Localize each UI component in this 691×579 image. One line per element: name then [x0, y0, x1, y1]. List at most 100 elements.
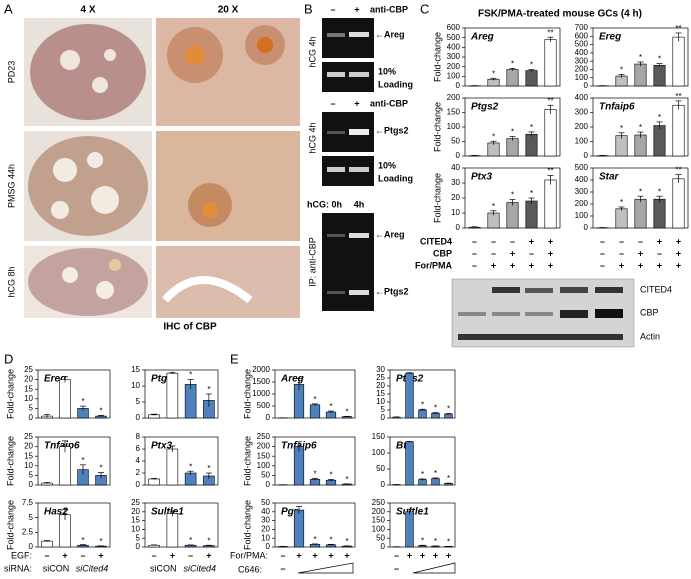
chart-title: Ereg — [599, 32, 621, 43]
y-tick-label: 0 — [136, 413, 141, 422]
y-tick-label: 0 — [584, 81, 589, 90]
condition-label: CITED4 — [420, 236, 452, 246]
significance-mark: * — [511, 191, 514, 200]
loading-label: Loading — [378, 79, 413, 89]
target-label: ←Ptgs2 — [375, 286, 409, 296]
bar — [418, 409, 427, 419]
y-tick-label: 500 — [575, 40, 589, 49]
y-tick-label: 15 — [131, 516, 140, 525]
y-tick-label: 150 — [447, 108, 461, 117]
bar — [525, 70, 538, 87]
loading-label: 10% — [378, 160, 396, 170]
significance-mark: * — [207, 385, 210, 394]
y-tick-label: 100 — [575, 211, 589, 220]
condition-sign: + — [529, 260, 534, 270]
y-tick-label: 0 — [456, 81, 461, 90]
bar — [615, 135, 628, 157]
y-tick-label: 50 — [376, 464, 385, 473]
chart-title: Btc — [396, 441, 413, 452]
y-tick-label: 4 — [136, 456, 141, 465]
significance-mark: ** — [547, 96, 553, 105]
significance-mark: * — [530, 61, 533, 70]
condition-sign: + — [638, 248, 643, 258]
chart-title: Ptgs2 — [471, 102, 499, 113]
gel — [322, 18, 374, 92]
significance-mark: * — [421, 470, 424, 479]
condition-sign: + — [510, 248, 515, 258]
bar — [506, 202, 519, 229]
condition-sign: + — [657, 236, 662, 246]
y-tick-label: 300 — [447, 52, 461, 61]
condition-sign: + — [638, 260, 643, 270]
significance-mark: * — [189, 462, 192, 471]
y-tick-label: 50 — [376, 533, 385, 542]
y-tick-label: 0 — [456, 151, 461, 160]
condition-label: For/PMA: — [230, 550, 268, 560]
condition-sign: + — [529, 236, 534, 246]
y-tick-label: 2000 — [252, 365, 270, 374]
y-tick-label: 5 — [136, 533, 141, 542]
bar — [293, 509, 305, 548]
significance-mark: * — [345, 537, 348, 546]
condition-label: EGF: — [11, 550, 32, 560]
condition-sign: + — [548, 248, 553, 258]
panel-label: B — [304, 1, 313, 16]
significance-mark: * — [207, 464, 210, 473]
y-tick-label: 20 — [261, 525, 270, 534]
chart-title: Pgr — [281, 507, 299, 518]
y-tick-label: 100 — [447, 122, 461, 131]
plot-frame — [37, 502, 111, 548]
y-axis-label: Fold-change — [242, 500, 252, 550]
y-tick-label: 400 — [447, 42, 461, 51]
y-tick-label: 1000 — [252, 389, 270, 398]
antibody-label: anti-CBP — [370, 98, 408, 108]
y-tick-label: 100 — [575, 73, 589, 82]
condition-sign: – — [619, 236, 624, 246]
condition-sign: – — [472, 248, 477, 258]
condition-sign: + — [62, 550, 67, 560]
panel-label: D — [4, 351, 13, 366]
significance-mark: * — [421, 536, 424, 545]
y-tick-label: 200 — [575, 199, 589, 208]
y-tick-label: 100 — [257, 461, 271, 470]
y-tick-label: 0 — [266, 413, 271, 422]
y-tick-label: 10 — [131, 525, 140, 534]
condition-sign: + — [433, 550, 438, 560]
significance-mark: * — [207, 536, 210, 545]
y-tick-label: 300 — [575, 187, 589, 196]
y-tick-label: 0 — [381, 480, 386, 489]
significance-mark: ** — [547, 167, 553, 176]
y-tick-label: 5 — [29, 513, 34, 522]
y-tick-label: 150 — [257, 451, 271, 460]
bar — [653, 64, 666, 87]
time-label: 4h — [354, 199, 365, 209]
y-axis-label: Fold-change — [242, 436, 252, 486]
y-tick-label: 10 — [24, 394, 33, 403]
y-axis-label: Fold-change — [432, 102, 442, 152]
significance-mark: * — [345, 475, 348, 484]
y-tick-label: 8 — [136, 432, 141, 441]
significance-mark: ** — [675, 92, 681, 101]
y-tick-label: 500 — [257, 401, 271, 410]
y-tick-label: 1500 — [252, 377, 270, 386]
condition-sign: – — [657, 248, 662, 258]
condition-sign: – — [472, 260, 477, 270]
significance-mark: * — [329, 402, 332, 411]
significance-mark: * — [658, 113, 661, 122]
row-label: hCG 8h — [6, 266, 16, 297]
y-tick-label: 250 — [257, 432, 271, 441]
condition-sign: – — [280, 563, 285, 573]
y-tick-label: 200 — [575, 122, 589, 131]
significance-mark: * — [189, 371, 192, 380]
y-tick-label: 5 — [29, 404, 34, 413]
significance-mark: * — [530, 189, 533, 198]
y-tick-label: 0 — [29, 480, 34, 489]
y-tick-label: 25 — [131, 498, 140, 507]
significance-mark: * — [329, 535, 332, 544]
significance-mark: * — [81, 456, 84, 465]
condition-sign: – — [491, 248, 496, 258]
chart-title: Areg — [280, 374, 304, 385]
y-tick-label: 400 — [575, 175, 589, 184]
y-axis-label: Fold-change — [5, 436, 15, 486]
panel-label: A — [4, 1, 13, 16]
